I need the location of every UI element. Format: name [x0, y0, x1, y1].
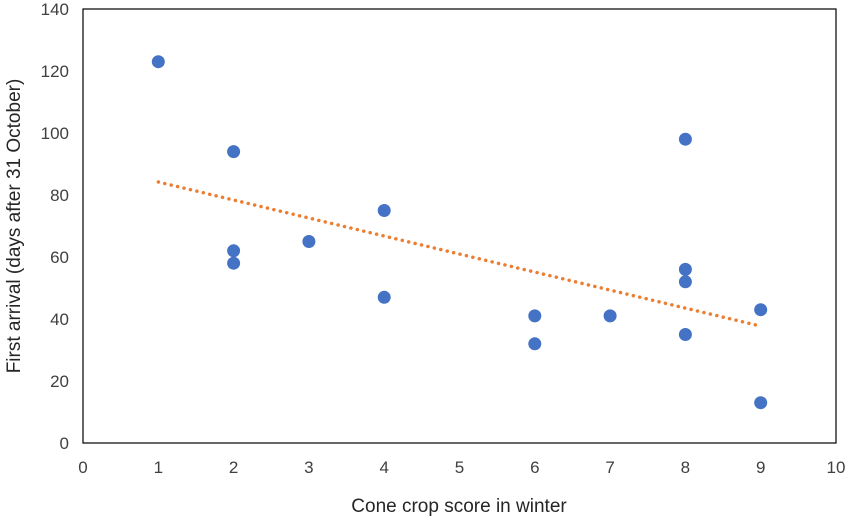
x-tick-label: 10 [827, 458, 846, 477]
y-tick-label: 20 [50, 372, 69, 391]
data-point [528, 337, 542, 351]
x-axis-ticks: 0 1 2 3 4 5 6 7 8 9 10 [78, 458, 845, 477]
x-tick-label: 5 [455, 458, 464, 477]
x-tick-label: 7 [605, 458, 614, 477]
y-tick-label: 60 [50, 248, 69, 267]
data-point [227, 145, 241, 159]
data-point [528, 309, 542, 323]
x-tick-label: 1 [154, 458, 163, 477]
y-tick-label: 120 [41, 62, 69, 81]
data-point [678, 275, 692, 289]
data-point [302, 235, 316, 248]
data-point [603, 309, 617, 323]
x-tick-label: 8 [681, 458, 690, 477]
y-tick-label: 40 [50, 310, 69, 329]
data-point [678, 328, 692, 341]
data-point [754, 303, 768, 317]
data-point [377, 204, 391, 217]
y-tick-label: 80 [50, 186, 69, 205]
data-point [227, 244, 241, 258]
x-tick-label: 3 [304, 458, 313, 477]
data-point [151, 55, 165, 69]
x-tick-label: 9 [756, 458, 765, 477]
x-tick-label: 4 [379, 458, 388, 477]
plot-area [82, 8, 837, 444]
data-point [678, 132, 692, 146]
x-tick-label: 0 [78, 458, 87, 477]
x-axis-title: Cone crop score in winter [351, 496, 567, 517]
trendline [156, 180, 763, 328]
y-tick-label: 140 [41, 0, 69, 19]
data-point [678, 262, 692, 276]
data-point [377, 290, 391, 304]
x-tick-label: 2 [229, 458, 238, 477]
data-point [754, 396, 768, 410]
data-points [151, 55, 768, 410]
y-axis-ticks: 0 20 40 60 80 100 120 140 [41, 0, 69, 453]
data-point [227, 256, 241, 270]
y-axis-title: First arrival (days after 31 October) [4, 79, 25, 374]
x-tick-label: 6 [530, 458, 539, 477]
y-tick-label: 100 [41, 124, 69, 143]
y-tick-label: 0 [60, 434, 69, 453]
